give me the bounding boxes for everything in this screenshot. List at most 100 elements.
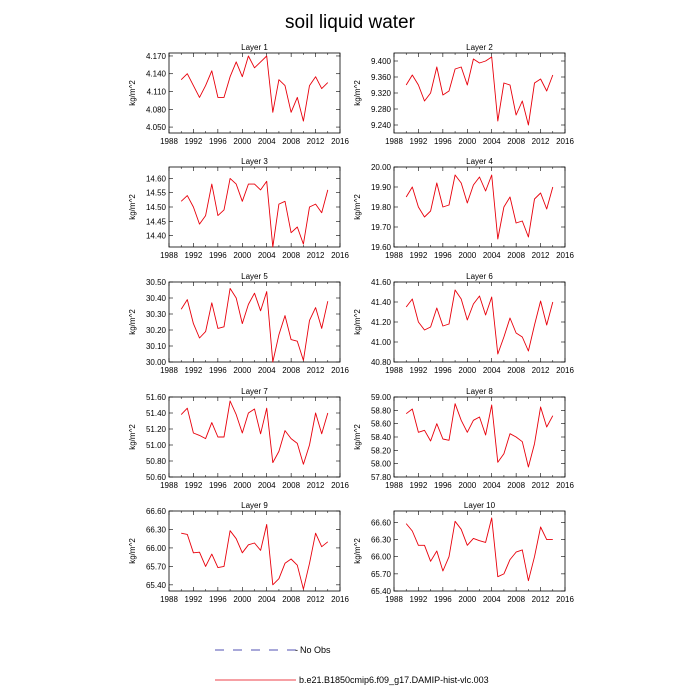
x-tick-label: 2012 <box>532 251 550 260</box>
y-tick-label: 4.080 <box>146 105 167 114</box>
x-tick-label: 2000 <box>458 595 476 604</box>
series-line <box>181 524 329 590</box>
legend-no-obs-label: No Obs <box>300 645 331 655</box>
x-tick-label: 2008 <box>282 137 300 146</box>
panel-title: Layer 8 <box>466 387 493 396</box>
panel-title: Layer 2 <box>466 43 493 52</box>
y-tick-label: 40.80 <box>371 358 392 367</box>
y-tick-label: 4.050 <box>146 123 167 132</box>
series-line <box>405 174 554 240</box>
y-tick-label: 30.40 <box>146 294 167 303</box>
y-tick-label: 65.70 <box>146 562 167 571</box>
y-tick-label: 4.140 <box>146 70 167 79</box>
x-tick-label: 2012 <box>307 481 325 490</box>
x-tick-label: 1988 <box>385 595 403 604</box>
x-tick-label: 2004 <box>258 595 276 604</box>
y-tick-label: 66.30 <box>146 525 167 534</box>
y-tick-label: 4.170 <box>146 52 167 61</box>
x-tick-label: 2008 <box>282 366 300 375</box>
y-tick-label: 14.45 <box>146 217 167 226</box>
y-tick-label: 9.280 <box>371 105 392 114</box>
panel-title: Layer 4 <box>466 157 493 166</box>
x-tick-label: 1992 <box>410 137 428 146</box>
x-tick-label: 1988 <box>160 137 178 146</box>
series-line <box>180 55 329 122</box>
x-tick-label: 2016 <box>331 481 349 490</box>
y-tick-label: 41.20 <box>371 318 392 327</box>
y-tick-label: 58.60 <box>371 420 392 429</box>
y-tick-label: 59.00 <box>371 393 392 402</box>
x-tick-label: 2016 <box>556 251 574 260</box>
panel-layer-6: Layer 6 1988 1992 1996 2000 2004 2008 2012 2016 4… <box>353 272 574 375</box>
x-tick-label: 2012 <box>307 366 325 375</box>
plot-frame <box>393 52 566 134</box>
series-line <box>405 56 554 126</box>
panel-layer-4: Layer 4 1988 1992 1996 2000 2004 2008 2012 2016 1… <box>353 157 574 260</box>
panel-layer-2: Layer 2 1988 1992 1996 2000 2004 2008 2012 2016 9… <box>353 43 574 146</box>
x-tick-label: 2016 <box>556 137 574 146</box>
y-tick-label: 50.60 <box>146 473 167 482</box>
y-tick-label: 4.110 <box>147 88 167 97</box>
y-tick-label: 51.60 <box>146 393 167 402</box>
y-tick-label: 66.60 <box>146 507 167 516</box>
y-tick-label: 19.80 <box>371 203 392 212</box>
panel-title: Layer 3 <box>241 157 268 166</box>
y-tick-label: 30.00 <box>146 358 167 367</box>
x-tick-label: 2012 <box>532 137 550 146</box>
x-tick-label: 2004 <box>483 366 501 375</box>
x-tick-label: 2008 <box>507 595 525 604</box>
y-tick-label: 58.20 <box>371 446 392 455</box>
x-tick-label: 1996 <box>209 137 227 146</box>
legend-no-obs-dash: - <box>295 645 298 655</box>
x-tick-label: 2004 <box>483 251 501 260</box>
y-axis-label: kg/m^2 <box>353 194 362 220</box>
y-tick-label: 14.60 <box>146 174 167 183</box>
y-tick-label: 51.40 <box>146 409 167 418</box>
x-tick-label: 1988 <box>385 251 403 260</box>
panel-title: Layer 9 <box>241 501 268 510</box>
x-tick-label: 2008 <box>507 137 525 146</box>
x-tick-label: 1992 <box>410 366 428 375</box>
y-tick-label: 58.00 <box>371 460 392 469</box>
x-tick-label: 2000 <box>233 251 251 260</box>
x-tick-label: 1996 <box>209 595 227 604</box>
y-tick-label: 58.40 <box>371 433 392 442</box>
x-tick-label: 2012 <box>532 366 550 375</box>
y-axis-label: kg/m^2 <box>353 424 362 450</box>
panel-layer-3: Layer 3 1988 1992 1996 2000 2004 2008 2012 2016 1… <box>128 157 349 260</box>
x-tick-label: 1992 <box>185 366 203 375</box>
x-tick-label: 2004 <box>258 481 276 490</box>
panel-title: Layer 7 <box>241 387 268 396</box>
legend-model-label: b.e21.B1850cmip6.f09_g17.DAMIP-hist-vlc.… <box>299 675 489 685</box>
y-axis-label: kg/m^2 <box>128 194 137 220</box>
figure-title: soil liquid water <box>285 12 416 33</box>
plot-frame <box>393 281 566 363</box>
x-tick-label: 2000 <box>233 366 251 375</box>
y-tick-label: 30.20 <box>146 326 167 335</box>
plot-frame <box>168 52 341 134</box>
y-tick-label: 30.30 <box>146 310 167 319</box>
x-tick-label: 2008 <box>282 595 300 604</box>
panel-title: Layer 6 <box>466 272 493 281</box>
y-tick-label: 9.320 <box>371 89 392 98</box>
x-tick-label: 2000 <box>233 137 251 146</box>
x-tick-label: 2000 <box>458 481 476 490</box>
x-tick-label: 2000 <box>233 595 251 604</box>
x-tick-label: 2004 <box>258 366 276 375</box>
series-line <box>405 517 553 582</box>
y-tick-label: 65.40 <box>371 587 392 596</box>
series-line <box>180 400 329 465</box>
panel-title: Layer 5 <box>241 272 268 281</box>
y-tick-label: 19.60 <box>371 243 392 252</box>
y-axis-label: kg/m^2 <box>128 309 137 335</box>
x-tick-label: 1992 <box>185 481 203 490</box>
x-tick-label: 2012 <box>532 595 550 604</box>
x-tick-label: 1992 <box>185 137 203 146</box>
x-tick-label: 1996 <box>434 481 452 490</box>
y-tick-label: 19.70 <box>371 223 392 232</box>
x-tick-label: 2008 <box>282 481 300 490</box>
x-tick-label: 1996 <box>209 251 227 260</box>
x-tick-label: 2012 <box>307 251 325 260</box>
y-axis-label: kg/m^2 <box>353 538 362 564</box>
y-tick-label: 20.00 <box>371 163 392 172</box>
